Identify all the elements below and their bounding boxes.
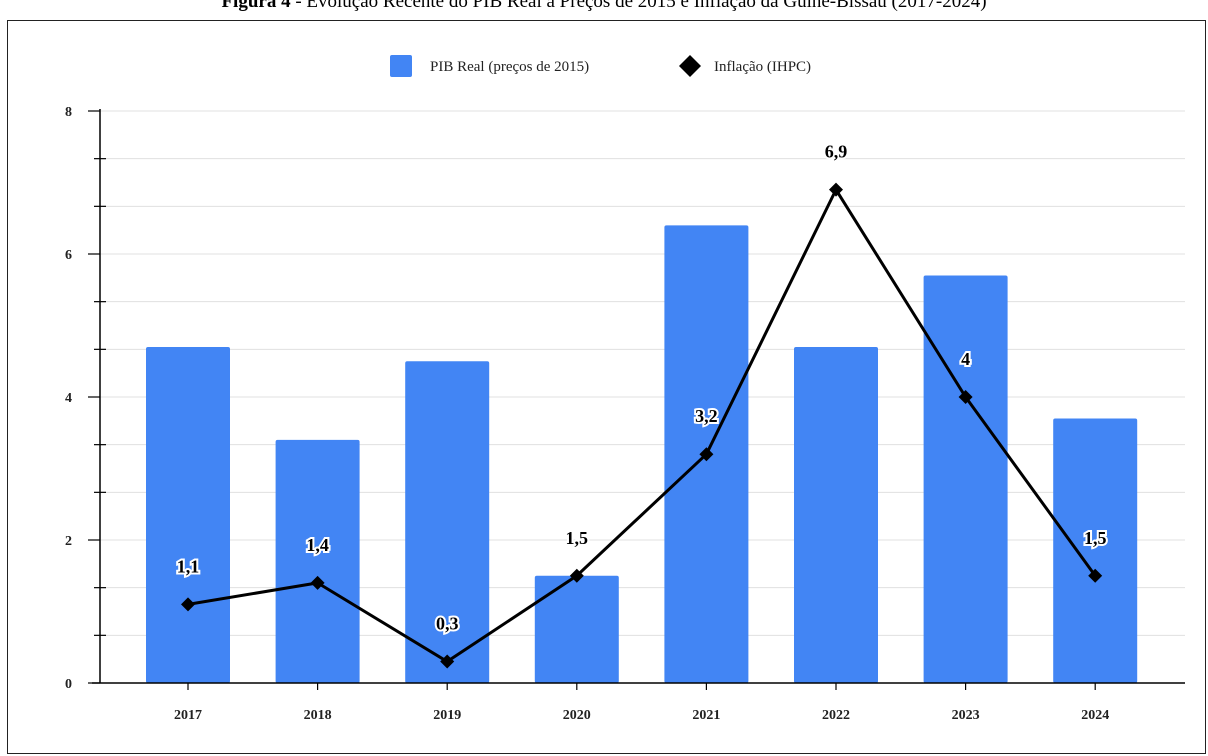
bar-2020 [534, 575, 619, 683]
legend-swatch-bar [390, 55, 412, 77]
inflation-marker-2017 [181, 597, 195, 612]
y-tick-label: 8 [65, 105, 72, 120]
inflation-marker-2023 [958, 390, 973, 404]
y-tick-label: 6 [65, 248, 72, 263]
gridlines [100, 110, 1185, 636]
chart-frame [7, 20, 1206, 754]
data-label-2024: 1,5 [1084, 528, 1107, 548]
x-tick-label: 2020 [563, 708, 591, 723]
inflation-marker-2022 [829, 182, 843, 197]
bar-2024 [1053, 418, 1138, 683]
x-tick-label: 2017 [174, 708, 202, 723]
figure-title-text: - Evolução Recente do PIB Real a Preços … [290, 0, 987, 12]
x-tick-label: 2024 [1081, 708, 1109, 723]
data-labels: 1,1 1,4 0,3 1,5 3,2 6,9 4 1,5 [175, 140, 1109, 636]
data-label-2023: 4 [961, 349, 970, 369]
data-label-2018: 1,4 [306, 535, 329, 555]
inflation-marker-2021 [699, 447, 714, 462]
legend-label-line: Inflação (IHPC) [714, 59, 811, 75]
bar-2017 [146, 346, 230, 683]
data-label-2020: 1,5 [566, 528, 589, 548]
inflation-marker-2018 [310, 575, 325, 590]
x-tick-label: 2021 [692, 708, 720, 723]
legend: PIB Real (preços de 2015) Inflação (IHPC… [390, 55, 811, 77]
inflation-marker-2019 [440, 654, 455, 669]
data-label-2022: 6,9 [825, 142, 848, 162]
bar-2019 [405, 361, 490, 683]
x-tick-label: 2018 [304, 708, 332, 723]
figure-title-label: Figura 4 [221, 0, 291, 12]
x-tick-label: 2022 [822, 708, 850, 723]
data-label-2021: 3,2 [695, 406, 718, 426]
line-series [181, 182, 1103, 669]
bar-series [146, 225, 1138, 683]
axes [88, 109, 1185, 690]
legend-label-bar: PIB Real (preços de 2015) [430, 59, 589, 75]
legend-swatch-line [679, 55, 701, 77]
y-tick-label: 2 [65, 534, 72, 549]
y-tick-label: 0 [65, 677, 72, 692]
bar-2023 [923, 275, 1008, 683]
data-label-2019: 0,3 [436, 614, 459, 634]
inflation-marker-2024 [1088, 568, 1103, 583]
bar-2018 [275, 439, 360, 683]
inflation-marker-2020 [569, 568, 584, 583]
tick-labels: 0 2 4 6 8 2017 2018 2019 2020 2021 2022 2023 2024 [65, 105, 1109, 723]
bar-2022 [794, 346, 878, 683]
y-tick-label: 4 [65, 391, 72, 406]
x-tick-label: 2019 [433, 708, 461, 723]
data-label-2017: 1,1 [177, 556, 200, 576]
x-tick-label: 2023 [952, 708, 980, 723]
inflation-line [187, 188, 1097, 664]
figure-title: Figura 4 - Evolução Recente do PIB Real … [0, 0, 1208, 13]
